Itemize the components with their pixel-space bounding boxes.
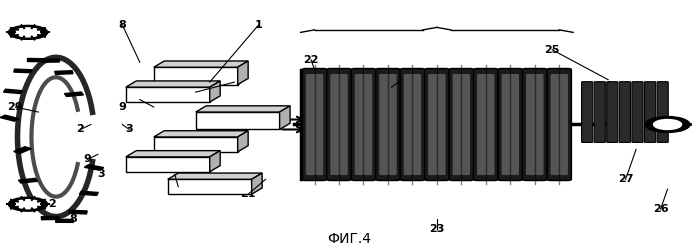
- Text: 28: 28: [394, 75, 410, 85]
- Polygon shape: [126, 81, 220, 87]
- Bar: [14, 69, 32, 73]
- Text: 3: 3: [126, 124, 133, 134]
- FancyBboxPatch shape: [352, 68, 376, 181]
- Text: 9: 9: [118, 102, 127, 112]
- Text: 27: 27: [618, 174, 633, 184]
- Bar: [27, 59, 45, 62]
- Bar: [196, 112, 280, 129]
- Polygon shape: [252, 173, 262, 194]
- FancyBboxPatch shape: [547, 68, 572, 181]
- FancyBboxPatch shape: [355, 74, 373, 175]
- Text: 23: 23: [429, 224, 445, 234]
- FancyBboxPatch shape: [644, 82, 656, 142]
- Text: 8: 8: [118, 20, 127, 30]
- FancyBboxPatch shape: [619, 82, 630, 142]
- Polygon shape: [238, 61, 248, 85]
- FancyBboxPatch shape: [526, 74, 544, 175]
- Polygon shape: [210, 151, 220, 172]
- FancyBboxPatch shape: [498, 68, 523, 181]
- FancyBboxPatch shape: [594, 82, 605, 142]
- Text: 9: 9: [83, 154, 92, 164]
- Text: 2: 2: [76, 124, 85, 134]
- Circle shape: [15, 200, 41, 209]
- FancyBboxPatch shape: [379, 74, 397, 175]
- Polygon shape: [168, 173, 262, 179]
- FancyBboxPatch shape: [449, 68, 474, 181]
- FancyBboxPatch shape: [582, 82, 593, 142]
- Text: 1: 1: [254, 20, 263, 30]
- FancyBboxPatch shape: [477, 74, 495, 175]
- FancyBboxPatch shape: [425, 68, 449, 181]
- Bar: [14, 147, 31, 153]
- FancyBboxPatch shape: [453, 74, 470, 175]
- FancyBboxPatch shape: [428, 74, 446, 175]
- Bar: [154, 137, 238, 152]
- Polygon shape: [154, 61, 248, 67]
- Text: 8: 8: [69, 214, 78, 224]
- FancyBboxPatch shape: [326, 68, 351, 181]
- Text: ФИГ.4: ФИГ.4: [328, 232, 371, 246]
- Text: 20: 20: [226, 77, 242, 87]
- Bar: [64, 92, 83, 96]
- Polygon shape: [154, 131, 248, 137]
- FancyBboxPatch shape: [607, 82, 618, 142]
- Text: 26: 26: [653, 204, 668, 214]
- Circle shape: [8, 197, 48, 211]
- FancyBboxPatch shape: [330, 74, 348, 175]
- FancyBboxPatch shape: [551, 74, 568, 175]
- Polygon shape: [280, 106, 290, 129]
- Bar: [126, 157, 210, 172]
- Polygon shape: [210, 81, 220, 102]
- Bar: [42, 59, 59, 62]
- Bar: [56, 219, 73, 222]
- Polygon shape: [238, 131, 248, 152]
- Text: 3: 3: [98, 169, 105, 179]
- Circle shape: [654, 120, 682, 129]
- Circle shape: [8, 25, 48, 39]
- Text: 21: 21: [240, 189, 256, 199]
- Bar: [3, 89, 22, 94]
- FancyBboxPatch shape: [632, 82, 643, 142]
- FancyBboxPatch shape: [502, 74, 519, 175]
- FancyBboxPatch shape: [306, 74, 323, 175]
- Text: 20: 20: [171, 182, 186, 192]
- Text: 22: 22: [303, 55, 319, 65]
- Bar: [85, 165, 103, 170]
- Bar: [41, 216, 59, 220]
- FancyBboxPatch shape: [400, 68, 425, 181]
- Text: 29: 29: [8, 102, 23, 112]
- FancyBboxPatch shape: [522, 68, 547, 181]
- FancyBboxPatch shape: [404, 74, 421, 175]
- Bar: [126, 87, 210, 102]
- Polygon shape: [126, 151, 220, 157]
- Bar: [18, 178, 38, 183]
- FancyBboxPatch shape: [474, 68, 498, 181]
- Text: 25: 25: [545, 45, 560, 55]
- Bar: [55, 71, 73, 74]
- Bar: [28, 202, 47, 206]
- Bar: [0, 115, 19, 121]
- Bar: [154, 67, 238, 85]
- Polygon shape: [196, 106, 290, 112]
- Bar: [69, 210, 87, 214]
- FancyBboxPatch shape: [657, 82, 668, 142]
- Bar: [80, 191, 99, 195]
- FancyBboxPatch shape: [302, 68, 327, 181]
- FancyBboxPatch shape: [376, 68, 400, 181]
- Text: 2: 2: [48, 199, 57, 209]
- Bar: [168, 179, 252, 194]
- Circle shape: [15, 28, 41, 37]
- Circle shape: [645, 117, 690, 132]
